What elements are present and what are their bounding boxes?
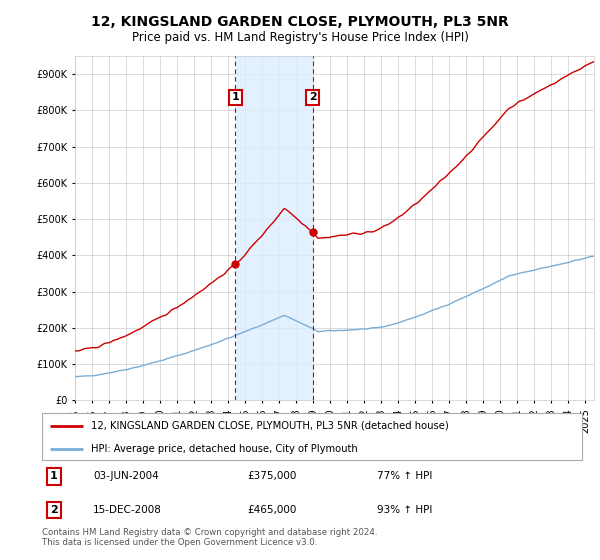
Text: 2: 2 — [50, 505, 58, 515]
Text: HPI: Average price, detached house, City of Plymouth: HPI: Average price, detached house, City… — [91, 444, 358, 454]
Text: 12, KINGSLAND GARDEN CLOSE, PLYMOUTH, PL3 5NR (detached house): 12, KINGSLAND GARDEN CLOSE, PLYMOUTH, PL… — [91, 421, 448, 431]
Text: £375,000: £375,000 — [247, 472, 296, 482]
Text: £465,000: £465,000 — [247, 505, 296, 515]
Text: 1: 1 — [50, 472, 58, 482]
Text: 93% ↑ HPI: 93% ↑ HPI — [377, 505, 432, 515]
Text: Contains HM Land Registry data © Crown copyright and database right 2024.
This d: Contains HM Land Registry data © Crown c… — [42, 528, 377, 547]
Text: 77% ↑ HPI: 77% ↑ HPI — [377, 472, 432, 482]
Text: 2: 2 — [308, 92, 316, 102]
Text: 1: 1 — [232, 92, 239, 102]
Text: 15-DEC-2008: 15-DEC-2008 — [94, 505, 162, 515]
Text: 03-JUN-2004: 03-JUN-2004 — [94, 472, 159, 482]
Text: 12, KINGSLAND GARDEN CLOSE, PLYMOUTH, PL3 5NR: 12, KINGSLAND GARDEN CLOSE, PLYMOUTH, PL… — [91, 15, 509, 29]
Text: Price paid vs. HM Land Registry's House Price Index (HPI): Price paid vs. HM Land Registry's House … — [131, 31, 469, 44]
